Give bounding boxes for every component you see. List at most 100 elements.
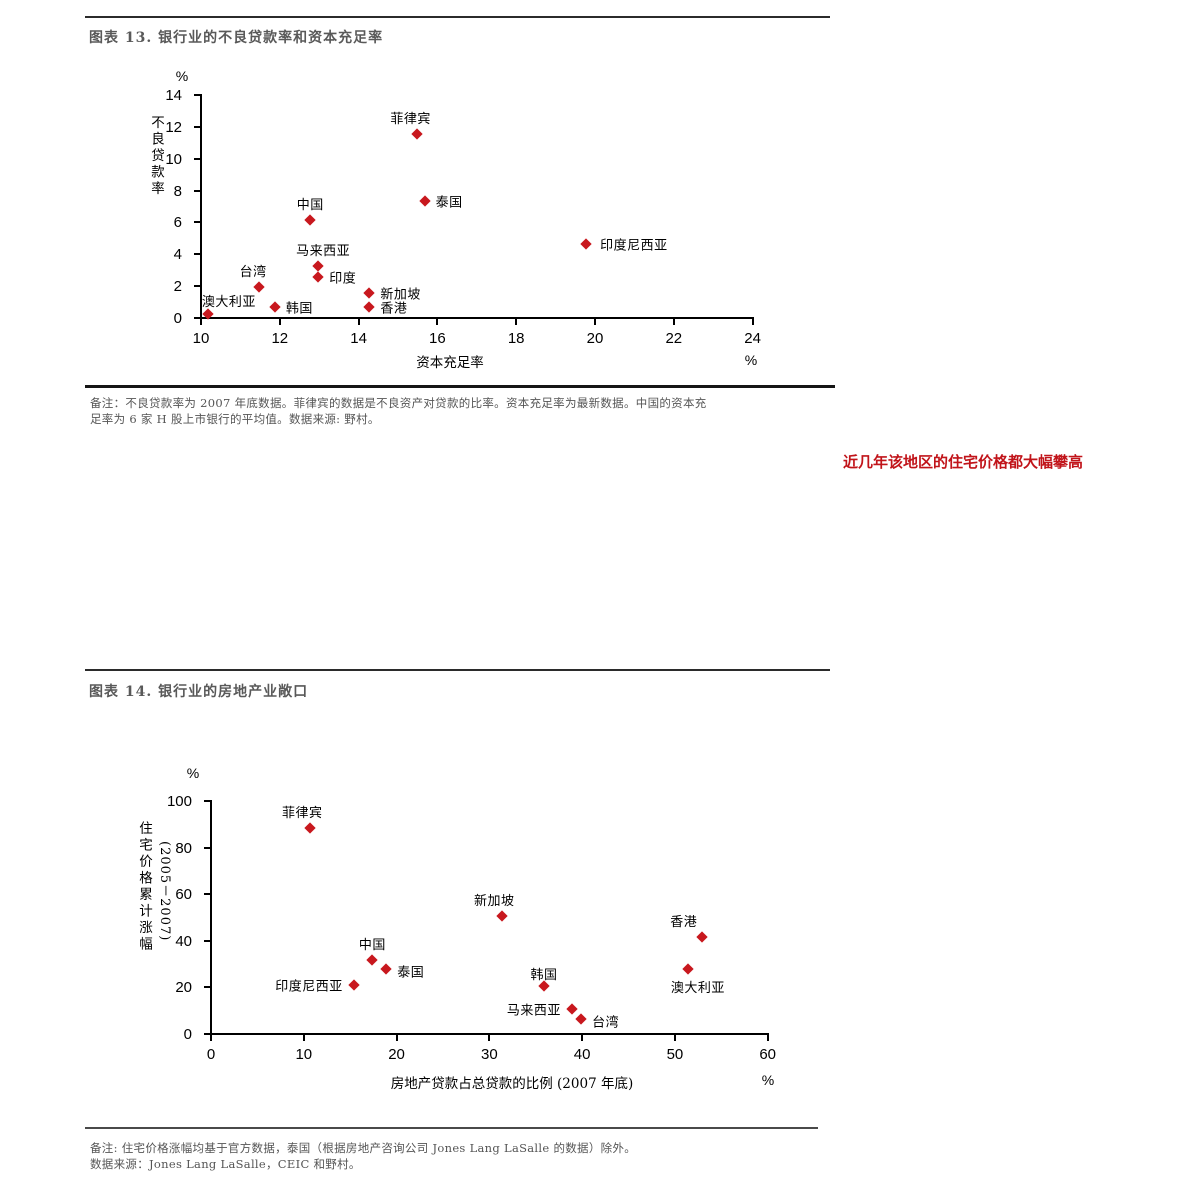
data-point-label: 印度尼西亚 — [600, 238, 668, 254]
data-point-label: 新加坡 — [380, 287, 421, 303]
y-tick — [204, 986, 210, 988]
y-tick-label: 2 — [173, 278, 182, 296]
data-point-label: 澳大利亚 — [670, 980, 725, 996]
figure13-scatter-chart: % 不良贷款率 资本充足率 % 10 12 14 16 18 20 22 24 0 2 4 6 8 10 1… — [142, 62, 776, 378]
data-point — [380, 962, 392, 975]
y-tick-label: 10 — [165, 150, 182, 168]
data-point-label: 台湾 — [239, 264, 267, 280]
data-point-label: 澳大利亚 — [201, 294, 256, 310]
x-tick-label: 50 — [666, 1045, 684, 1063]
data-point-label: 香港 — [380, 301, 408, 317]
x-tick-label: 10 — [192, 330, 210, 347]
y-tick — [194, 317, 200, 319]
y-tick — [194, 189, 200, 192]
figure13-y-axis-unit: % — [175, 68, 189, 84]
data-point-label: 印度 — [329, 271, 357, 287]
x-axis-line — [210, 1032, 769, 1035]
y-tick — [204, 893, 210, 895]
x-tick-label: 14 — [350, 330, 367, 347]
data-point — [418, 195, 431, 207]
y-tick-label: 4 — [173, 246, 182, 264]
x-tick-label: 30 — [481, 1045, 498, 1063]
x-tick-label: 12 — [271, 330, 289, 347]
figure14-y-axis-unit: % — [186, 765, 200, 781]
x-tick — [488, 1034, 491, 1041]
margin-annotation: 近几年该地区的住宅价格都大幅攀高 — [843, 452, 1135, 473]
y-tick-label: 60 — [175, 886, 192, 903]
figure13-x-axis-title: 资本充足率 — [416, 355, 484, 371]
x-tick-label: 10 — [295, 1045, 313, 1063]
data-point-label: 马来西亚 — [296, 244, 351, 260]
x-tick — [673, 1034, 676, 1041]
data-point — [366, 954, 379, 967]
data-point-label: 马来西亚 — [506, 1003, 561, 1019]
x-tick — [594, 319, 596, 325]
y-tick-label: 6 — [173, 214, 182, 232]
x-tick — [278, 319, 281, 325]
y-tick — [194, 221, 200, 224]
figure14-note-line-2: 数据来源：Jones Lang LaSalle，CEIC 和野村。 — [90, 1157, 361, 1171]
data-point — [363, 301, 376, 314]
y-axis-line — [200, 94, 202, 319]
y-tick — [194, 157, 200, 160]
x-tick — [302, 1034, 305, 1041]
figure14-y-axis-title: 住宅价格累计涨幅 — [136, 821, 152, 953]
figure13-x-axis-unit: % — [744, 352, 758, 368]
x-tick — [436, 319, 439, 325]
data-point — [304, 214, 316, 226]
x-tick — [515, 319, 518, 325]
x-tick-label: 20 — [388, 1045, 405, 1063]
data-point-label: 泰国 — [397, 965, 425, 981]
y-tick-label: 0 — [173, 310, 182, 327]
figure14-title: 图表 14. 银行业的房地产业敞口 — [89, 684, 309, 700]
figure14-bottom-rule — [85, 1127, 818, 1129]
figure14-x-axis-unit: % — [761, 1072, 775, 1088]
y-tick-label: 8 — [173, 182, 182, 200]
data-point — [566, 1003, 578, 1015]
y-tick-label: 80 — [175, 839, 192, 857]
y-tick — [194, 94, 200, 96]
data-point-label: 泰国 — [435, 195, 463, 211]
figure13-title: 图表 13. 银行业的不良贷款率和资本充足率 — [89, 30, 384, 46]
data-point — [304, 822, 316, 834]
figure13-y-axis-title: 不良贷款率 — [148, 115, 164, 198]
data-point — [496, 910, 508, 922]
y-tick — [194, 125, 200, 128]
x-tick-label: 16 — [429, 330, 446, 347]
y-tick — [204, 846, 210, 849]
data-point-label: 韩国 — [530, 968, 558, 983]
x-tick — [395, 1034, 398, 1041]
y-axis-line — [210, 800, 212, 1035]
data-point-label: 菲律宾 — [281, 805, 323, 821]
x-tick-label: 18 — [507, 330, 525, 347]
data-point-label: 中国 — [296, 197, 324, 213]
y-tick — [204, 1032, 210, 1035]
y-tick — [194, 285, 200, 288]
data-point — [580, 238, 592, 250]
data-point — [312, 271, 324, 283]
figure14-scatter-chart: % 住宅价格累计涨幅 (2005－2007) 房地产贷款占总贷款的比例 (200… — [118, 735, 789, 1104]
x-tick-label: 24 — [744, 330, 761, 347]
data-point — [682, 962, 694, 975]
y-tick-label: 100 — [166, 793, 192, 810]
data-point-label: 印度尼西亚 — [275, 979, 343, 995]
data-point — [575, 1012, 587, 1025]
figure13-bottom-rule — [85, 385, 835, 388]
figure14-y-axis-title-sub: (2005－2007) — [157, 841, 172, 942]
y-tick-label: 0 — [183, 1025, 192, 1043]
figure13-note-line-1: 备注：不良贷款率为 2007 年底数据。菲律宾的数据是不良资产对贷款的比率。资本… — [90, 396, 707, 410]
x-axis-line — [200, 317, 754, 319]
figure14-x-axis-title: 房地产贷款占总贷款的比例 (2007 年底) — [390, 1076, 634, 1092]
data-point — [363, 287, 376, 299]
figure14-note-line-1: 备注: 住宅价格涨幅均基于官方数据，泰国（根据房地产咨询公司 Jones Lan… — [90, 1141, 637, 1155]
data-point — [269, 301, 281, 314]
y-tick-label: 20 — [175, 979, 192, 996]
data-point-label: 香港 — [670, 915, 698, 931]
data-point-label: 中国 — [358, 938, 386, 954]
x-tick-label: 0 — [206, 1045, 216, 1063]
x-tick-label: 20 — [586, 330, 604, 347]
data-point — [411, 128, 423, 140]
y-tick-label: 12 — [165, 118, 182, 136]
x-tick — [210, 1034, 212, 1041]
